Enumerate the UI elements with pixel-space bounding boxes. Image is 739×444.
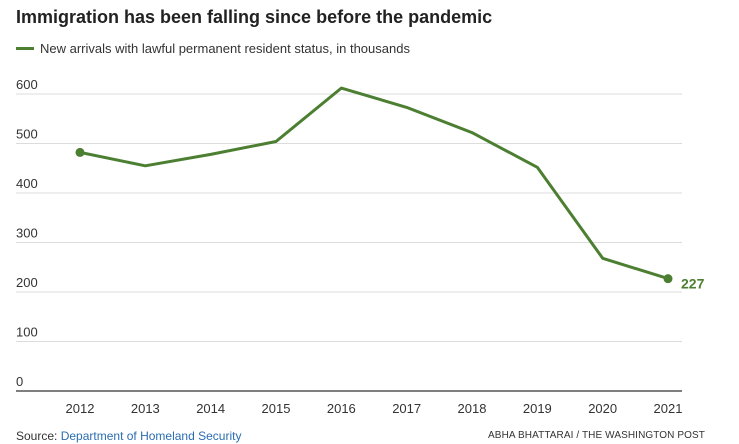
y-tick-label: 300 bbox=[16, 226, 38, 241]
series-line bbox=[78, 86, 670, 281]
x-tick-label: 2016 bbox=[327, 401, 356, 416]
source-prefix: Source: bbox=[16, 429, 61, 443]
chart-title: Immigration has been falling since befor… bbox=[16, 7, 493, 27]
x-tick-label: 2015 bbox=[262, 401, 291, 416]
x-tick-label: 2019 bbox=[523, 401, 552, 416]
y-tick-labels: 0 100 200 300 400 500 600 bbox=[16, 77, 38, 389]
series-end-marker bbox=[663, 274, 673, 284]
series-end-marker bbox=[75, 147, 85, 157]
y-tick-label: 400 bbox=[16, 176, 38, 191]
x-tick-label: 2017 bbox=[392, 401, 421, 416]
x-tick-labels: 2012 2013 2014 2015 2016 2017 2018 2019 2020 2021 bbox=[66, 401, 683, 416]
y-tick-label: 600 bbox=[16, 77, 38, 92]
y-tick-label: 0 bbox=[16, 374, 23, 389]
x-tick-label: 2013 bbox=[131, 401, 160, 416]
credit-line: ABHA BHATTARAI / THE WASHINGTON POST bbox=[488, 430, 705, 441]
legend-label: New arrivals with lawful permanent resid… bbox=[40, 41, 410, 56]
data-label-last: 227 bbox=[681, 276, 705, 292]
source-link[interactable]: Department of Homeland Security bbox=[60, 429, 242, 443]
y-tick-label: 500 bbox=[16, 127, 38, 142]
series-markers bbox=[75, 147, 673, 284]
annotations: 227 bbox=[681, 276, 705, 292]
y-tick-label: 100 bbox=[16, 325, 38, 340]
x-tick-label: 2018 bbox=[458, 401, 487, 416]
x-tick-label: 2021 bbox=[654, 401, 683, 416]
grid-lines bbox=[16, 93, 682, 392]
x-tick-label: 2020 bbox=[588, 401, 617, 416]
legend: New arrivals with lawful permanent resid… bbox=[16, 41, 410, 56]
x-tick-label: 2014 bbox=[196, 401, 225, 416]
source-note: Source: Department of Homeland Security bbox=[16, 429, 241, 443]
legend-swatch bbox=[16, 47, 34, 50]
x-tick-label: 2012 bbox=[66, 401, 95, 416]
y-tick-label: 200 bbox=[16, 275, 38, 290]
